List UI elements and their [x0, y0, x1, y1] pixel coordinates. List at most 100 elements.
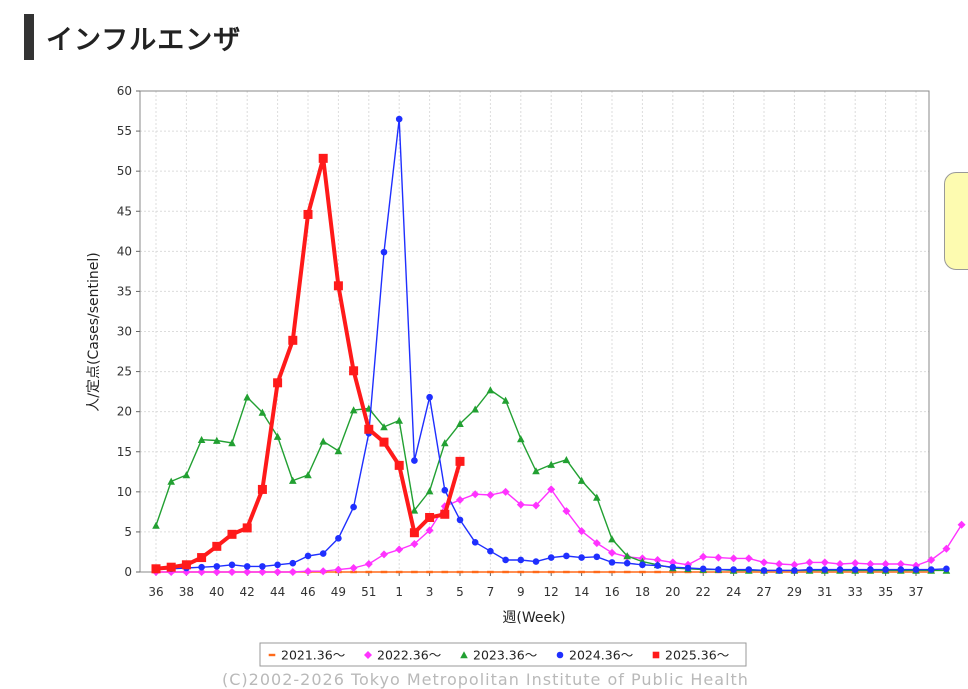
data-point	[896, 559, 905, 568]
data-point	[867, 566, 874, 573]
legend-marker	[268, 653, 276, 657]
data-point	[441, 486, 449, 494]
data-point	[471, 539, 479, 546]
y-tick-label: 20	[117, 405, 132, 419]
data-point	[593, 570, 601, 574]
data-point	[426, 570, 433, 574]
data-point	[714, 553, 723, 562]
y-tick-label: 5	[124, 525, 132, 539]
data-point	[365, 570, 373, 574]
data-point	[440, 509, 450, 519]
data-point	[166, 562, 176, 572]
data-point	[851, 566, 859, 573]
data-point	[456, 419, 464, 427]
legend-box	[259, 642, 747, 667]
data-point	[471, 490, 480, 499]
data-point	[851, 559, 860, 568]
data-point	[471, 405, 479, 413]
data-point	[487, 570, 494, 574]
data-point	[425, 487, 434, 495]
data-point	[882, 566, 889, 573]
data-point	[699, 552, 708, 561]
x-tick-label: 12	[544, 585, 559, 599]
x-tick-label: 18	[635, 585, 650, 599]
data-point	[639, 561, 646, 569]
data-point	[380, 570, 388, 574]
x-tick-label: 16	[604, 585, 619, 599]
data-point	[547, 554, 555, 561]
data-point	[760, 567, 768, 574]
data-point	[502, 556, 509, 564]
legend-marker	[556, 651, 564, 659]
data-point	[805, 558, 814, 567]
heading-bar	[24, 14, 34, 60]
data-point	[258, 408, 267, 416]
data-point	[395, 115, 403, 123]
data-point	[486, 491, 495, 500]
x-tick-label: 29	[787, 585, 802, 599]
data-point	[775, 559, 784, 568]
chart-grid	[140, 90, 929, 573]
data-point	[350, 503, 357, 511]
x-tick-label: 3	[426, 585, 434, 599]
series-line	[156, 488, 963, 573]
data-point	[182, 471, 191, 479]
legend-marker	[652, 651, 660, 659]
data-point	[289, 559, 297, 567]
data-point	[181, 560, 191, 570]
data-point	[288, 568, 297, 576]
data-point	[273, 432, 282, 440]
data-point	[151, 564, 161, 574]
data-point	[501, 396, 510, 404]
data-point	[350, 570, 357, 574]
chart-series	[151, 115, 966, 576]
data-point	[456, 570, 464, 574]
data-point	[197, 435, 206, 444]
y-tick-label: 45	[117, 204, 132, 218]
data-point	[441, 439, 449, 447]
data-point	[228, 561, 236, 569]
data-point	[593, 493, 601, 501]
x-axis: 36 38 40 42 44 46 49 51 1 3 5 7 9 12 14 16 18 20 22 24 27 29 3…	[148, 572, 924, 599]
data-point	[715, 566, 722, 573]
legend-label: 2024.36～	[569, 648, 633, 663]
y-axis-label: 人/定点(Cases/sentinel)	[86, 252, 102, 411]
data-point	[334, 447, 343, 455]
x-tick-label: 31	[817, 585, 832, 599]
legend-label: 2022.36～	[377, 648, 441, 663]
y-tick-label: 60	[117, 84, 132, 98]
data-point	[349, 366, 359, 376]
data-point	[304, 471, 312, 479]
data-point	[304, 552, 312, 560]
x-tick-label: 51	[361, 585, 376, 599]
data-point	[912, 566, 920, 573]
data-point	[623, 559, 631, 567]
data-point	[897, 566, 905, 573]
data-point	[257, 484, 267, 494]
data-point	[577, 527, 586, 536]
data-point	[593, 553, 601, 561]
data-point	[395, 545, 404, 554]
y-tick-label: 50	[117, 164, 132, 178]
data-point	[608, 559, 616, 566]
data-point	[273, 568, 282, 576]
data-point	[319, 437, 327, 445]
data-point	[213, 563, 221, 570]
y-tick-label: 35	[117, 284, 132, 298]
data-point	[502, 570, 509, 574]
legend-label: 2025.36～	[665, 648, 729, 663]
x-tick-label: 9	[517, 585, 525, 599]
data-point	[578, 554, 585, 561]
data-point	[441, 570, 449, 574]
y-tick-label: 15	[117, 445, 132, 459]
data-point	[288, 335, 298, 345]
data-point	[380, 423, 388, 431]
data-point	[364, 424, 374, 434]
y-tick-label: 40	[117, 244, 132, 258]
y-tick-label: 55	[117, 124, 132, 138]
data-point	[699, 565, 707, 573]
data-point	[881, 559, 890, 568]
data-point	[197, 568, 206, 576]
legend-label: 2023.36～	[473, 648, 537, 663]
data-point	[197, 553, 207, 563]
